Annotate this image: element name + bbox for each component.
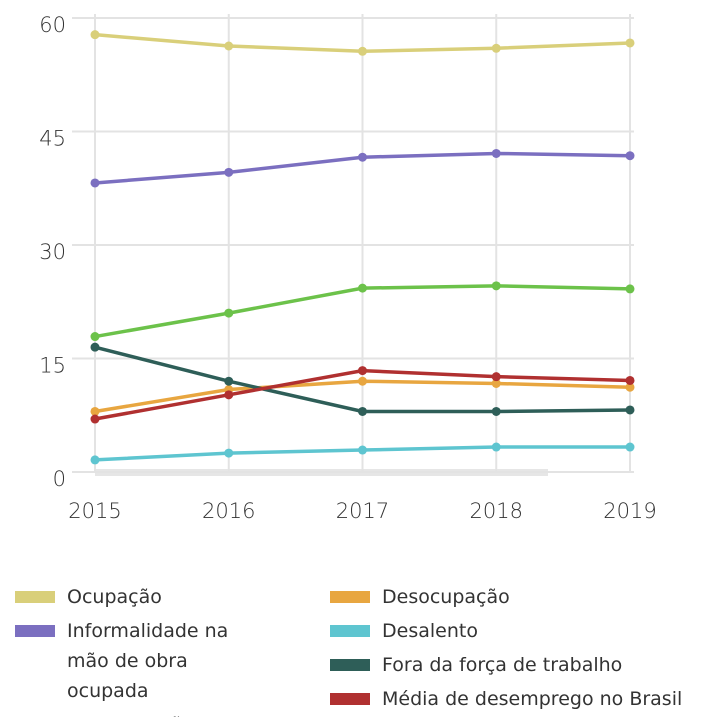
point [90,414,100,424]
legend-label: Subutilização [67,710,255,717]
legend-label: Desocupação [382,586,510,608]
series [90,376,635,416]
point [491,406,501,416]
legend-swatch [15,625,55,637]
point [625,382,635,392]
point [90,455,100,465]
legend-item: Desocupação [330,582,720,612]
legend-swatch [15,591,55,603]
legend-swatch [330,659,370,671]
series [90,281,635,342]
series [90,342,635,416]
point [358,445,367,455]
series [90,366,635,424]
point [224,167,234,177]
point [491,442,501,452]
y-tick-label: 0 [53,467,66,491]
point [358,376,367,386]
point [358,366,367,376]
legend-item: Subutilização [15,710,265,717]
point [224,390,234,400]
legend-item: Desalento [330,616,720,646]
x-tick-label: 2017 [336,499,389,523]
point [625,442,635,452]
point [491,372,501,382]
legend-label: Informalidade na mão de obra ocupada [67,620,229,702]
point [358,46,367,56]
x-tick-label: 2016 [202,499,255,523]
point [224,448,234,458]
legend: Desocupação Desalento Fora da força de tra… [330,582,720,714]
point [491,43,501,53]
y-tick-label: 60 [39,13,66,37]
legend-label: Fora da força de trabalho [382,654,623,676]
y-tick-label: 15 [39,354,66,378]
point [625,375,635,385]
point [90,406,100,416]
legend-swatch [330,693,370,705]
point [224,308,234,318]
point [491,148,501,158]
x-tick-label: 2019 [603,499,656,523]
legend-swatch [330,591,370,603]
point [491,281,501,291]
point [90,342,100,352]
point [358,283,367,293]
point [224,41,234,51]
legend-item: Ocupação [15,582,265,612]
legend-swatch [330,625,370,637]
legend-item: Informalidade na mão de obra ocupada [15,616,265,706]
point [625,405,635,415]
legend-label: Ocupação [67,586,162,608]
series [90,148,635,188]
legend-label: Desalento [382,620,478,642]
legend-item: Fora da força de trabalho [330,650,720,680]
x-tick-label: 2018 [470,499,523,523]
point [491,378,501,388]
legend: Ocupação Informalidade na mão de obra ocu… [15,582,265,717]
x-tick-label: 2015 [68,499,121,523]
chart: 0 15 30 45 60 2015 2016 2017 2018 2019 [39,13,656,523]
point [90,178,100,188]
point [358,152,367,162]
point [90,332,100,342]
series [90,442,635,465]
grid [72,14,634,473]
point [625,38,635,48]
point [358,406,367,416]
point [224,376,234,386]
point [625,284,635,294]
point [625,151,635,161]
series [90,30,635,56]
point [90,30,100,40]
legend-item: Média de desemprego no Brasil [330,684,720,714]
y-tick-label: 45 [39,127,66,151]
legend-label: Média de desemprego no Brasil [382,688,683,710]
y-tick-label: 30 [39,240,66,264]
